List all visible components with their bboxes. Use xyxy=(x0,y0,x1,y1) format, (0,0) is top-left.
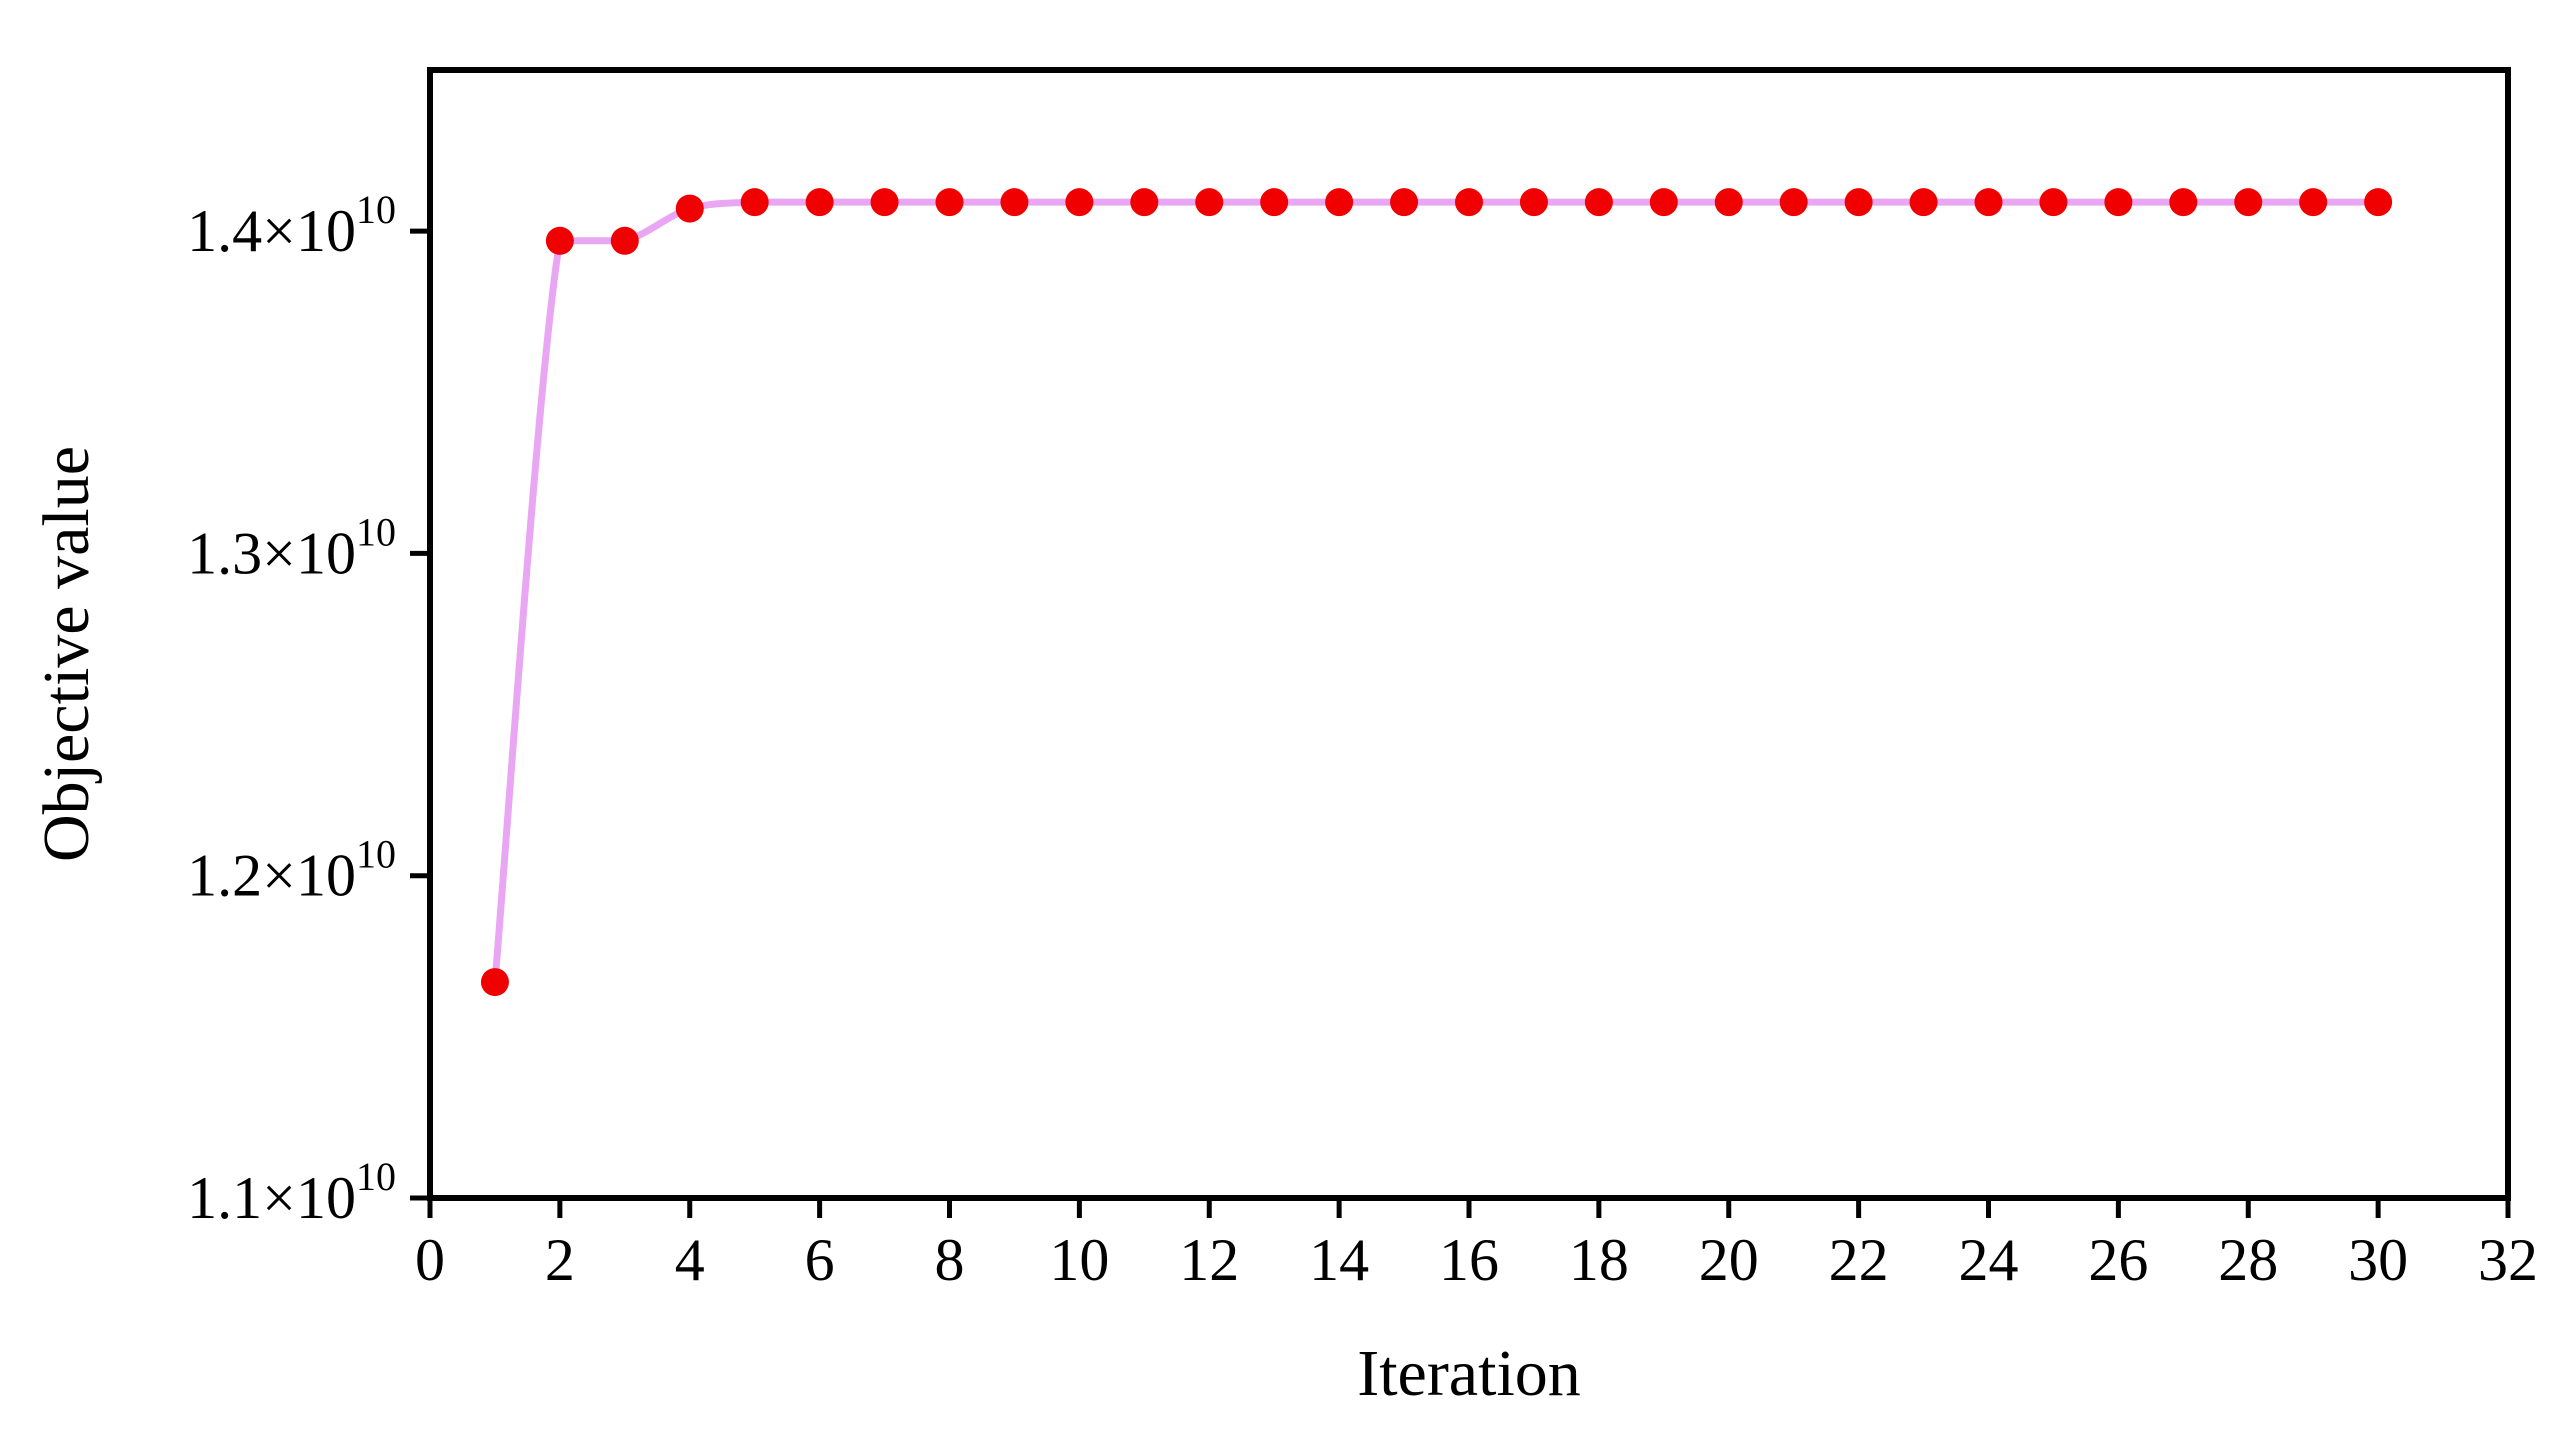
data-point xyxy=(2234,188,2263,217)
x-tick-label: 6 xyxy=(805,1227,835,1293)
data-point xyxy=(805,188,834,217)
series-line xyxy=(491,198,2379,983)
data-point xyxy=(1390,188,1419,217)
data-point xyxy=(1974,188,2003,217)
data-point xyxy=(1714,188,1743,217)
x-axis-title: Iteration xyxy=(1357,1337,1581,1410)
x-tick-label: 32 xyxy=(2478,1227,2538,1293)
x-tick-label: 28 xyxy=(2218,1227,2278,1293)
x-tick-label: 22 xyxy=(1829,1227,1889,1293)
data-point xyxy=(1779,188,1808,217)
data-point xyxy=(1584,188,1613,217)
plot-frame xyxy=(427,67,2511,1201)
axis-ticks: 0 2 4 6 8 10 12 14 16 18 20 22 24 26 28 30 321.1×10101.2… xyxy=(187,187,2538,1293)
y-axis-title: Objective value xyxy=(30,446,103,862)
data-point xyxy=(545,226,574,255)
data-point xyxy=(2364,188,2393,217)
x-tick-label: 10 xyxy=(1049,1227,1109,1293)
data-point xyxy=(740,188,769,217)
x-tick-label: 2 xyxy=(545,1227,575,1293)
data-point xyxy=(935,188,964,217)
data-point xyxy=(1260,188,1289,217)
x-tick-label: 14 xyxy=(1309,1227,1369,1293)
x-tick-label: 8 xyxy=(935,1227,965,1293)
data-point xyxy=(1325,188,1354,217)
data-point xyxy=(1130,188,1159,217)
data-point xyxy=(870,188,899,217)
y-tick-label: 1.4×1010 xyxy=(187,187,396,264)
data-point xyxy=(2104,188,2133,217)
data-point xyxy=(2039,188,2068,217)
x-tick-label: 18 xyxy=(1569,1227,1629,1293)
data-point xyxy=(675,194,704,223)
data-point xyxy=(1909,188,1938,217)
x-tick-label: 30 xyxy=(2348,1227,2408,1293)
y-tick-label: 1.3×1010 xyxy=(187,509,396,586)
x-tick-label: 4 xyxy=(675,1227,705,1293)
series-group xyxy=(480,188,2393,997)
x-tick-label: 16 xyxy=(1439,1227,1499,1293)
data-point xyxy=(2169,188,2198,217)
data-point xyxy=(1195,188,1224,217)
x-tick-label: 12 xyxy=(1179,1227,1239,1293)
data-point xyxy=(480,968,509,997)
x-tick-label: 20 xyxy=(1699,1227,1759,1293)
x-tick-label: 26 xyxy=(2088,1227,2148,1293)
x-tick-label: 0 xyxy=(415,1227,445,1293)
data-point xyxy=(2299,188,2328,217)
data-point xyxy=(1455,188,1483,217)
data-point xyxy=(610,226,639,255)
data-point xyxy=(1519,188,1548,217)
x-tick-label: 24 xyxy=(1959,1227,2019,1293)
data-point xyxy=(1649,188,1678,217)
y-tick-label: 1.2×1010 xyxy=(187,832,396,909)
y-tick-label: 1.1×1010 xyxy=(187,1154,396,1231)
data-point xyxy=(1065,188,1094,217)
data-point xyxy=(1844,188,1873,217)
data-point xyxy=(1000,188,1029,217)
